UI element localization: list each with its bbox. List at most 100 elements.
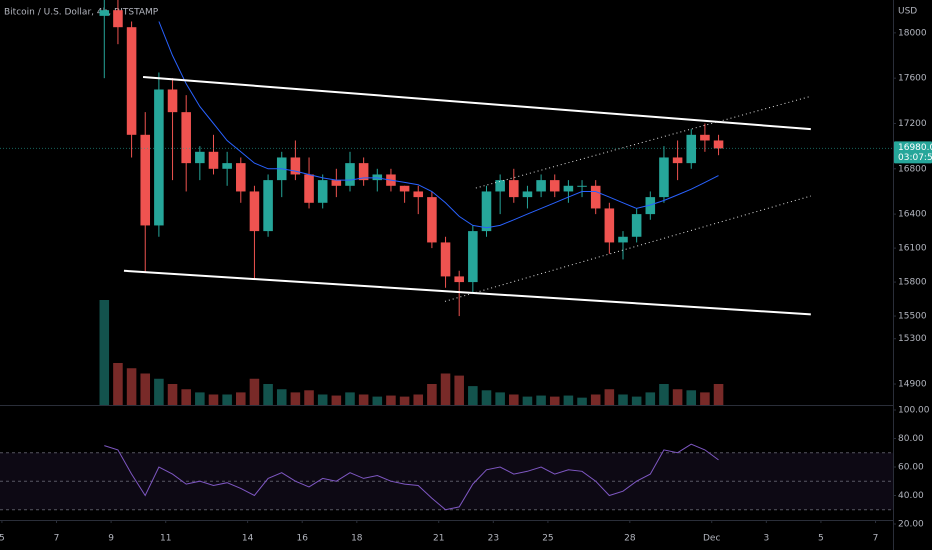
x-tick-label: Dec [703,534,720,544]
candle-body [413,191,424,198]
volume-bar [345,392,355,405]
x-tick-label: 14 [242,534,254,544]
y-tick-label: 16800 [898,164,927,174]
candle-body [263,180,273,232]
candle-body [290,157,301,175]
volume-bar [468,386,478,405]
volume-bar [236,392,246,405]
trendline [123,269,811,316]
x-tick-label: 23 [488,534,499,544]
candle-body [249,191,260,232]
last-price-box [894,141,932,164]
x-tick-label: 7 [873,534,879,544]
x-tick-label: 28 [624,534,636,544]
candle-body [358,163,369,181]
volume-bar [167,384,178,405]
moving-average [158,21,719,229]
candle-body [713,140,724,149]
y-tick-label: 18000 [898,28,927,38]
candle-body [672,157,683,164]
candle-body [236,163,246,192]
volume-bar [208,394,219,405]
y-tick-label: 14900 [898,380,927,390]
candle-body [99,10,110,16]
x-tick-label: 21 [433,534,444,544]
volume-bar [522,396,533,405]
candle-body [222,163,232,169]
countdown-label: 03:07:55 [898,153,932,163]
candle-body [167,89,178,113]
candle-body [454,276,464,283]
volume-bar [618,394,628,405]
rsi-tick-label: 80.00 [898,434,924,444]
volume-bar [495,392,505,405]
volume-bar [304,390,314,405]
candle-body [126,27,137,135]
candle-body [577,185,587,187]
candle-body [604,208,615,243]
y-tick-label: 15800 [898,278,927,288]
volume-bar [222,394,232,405]
trendline [142,76,811,131]
candle-body [399,185,410,192]
volume-bar [454,375,464,405]
candle-body [495,180,505,192]
volume-bar [399,396,410,405]
volume-bar [195,392,205,405]
volume-bar [249,378,260,405]
volume-bar [140,373,151,405]
candle-body [509,180,519,198]
rsi-tick-label: 60.00 [898,462,924,472]
candle-body [317,180,328,203]
rsi-line [104,443,719,511]
candle-body [468,231,478,283]
last-price-label: 16980.00 [898,143,932,153]
volume-bar [631,396,642,405]
volume-bar [331,395,342,405]
volume-bar [645,392,656,405]
volume-bar [427,384,437,405]
rsi-tick-label: 40.00 [898,491,924,501]
x-tick-label: 16 [296,534,308,544]
volume-bar [659,384,669,405]
x-tick-label: 5 [818,534,824,544]
candle-body [645,197,656,215]
candle-body [563,185,574,192]
candle-body [372,174,383,181]
candle-body [304,174,314,203]
volume-bar [549,396,560,405]
volume-bar [713,384,724,405]
volume-bar [113,363,123,405]
candle-body [659,157,669,198]
y-tick-label: 16100 [898,244,927,254]
x-tick-label: 7 [54,534,60,544]
chart-title: Bitcoin / U.S. Dollar, 4h, BITSTAMP [4,8,159,18]
x-tick-label: 25 [542,534,553,544]
volume-bar [126,368,137,405]
x-tick-label: 9 [108,534,114,544]
volume-bar [590,394,601,405]
volume-bar [154,378,164,405]
volume-bar [604,389,615,405]
candle-body [440,242,451,277]
volume-bar [686,390,697,405]
volume-bar [263,384,273,405]
volume-bar [358,394,369,405]
candle-body [195,151,205,164]
y-tick-label: 17200 [898,119,927,129]
volume-bar [99,300,110,405]
price-pane [99,0,811,405]
y-tick-label: 15500 [898,312,927,322]
volume-bar [563,395,574,405]
candle-body [536,180,546,192]
volume-bar [536,395,546,405]
candle-body [113,10,123,28]
volume-bar [413,394,424,405]
candle-body [154,89,164,226]
x-tick-label: 11 [160,534,171,544]
y-tick-label: 15300 [898,334,927,344]
volume-bar [181,389,191,405]
candle-body [345,163,355,186]
y-tick-label: 16400 [898,210,927,220]
